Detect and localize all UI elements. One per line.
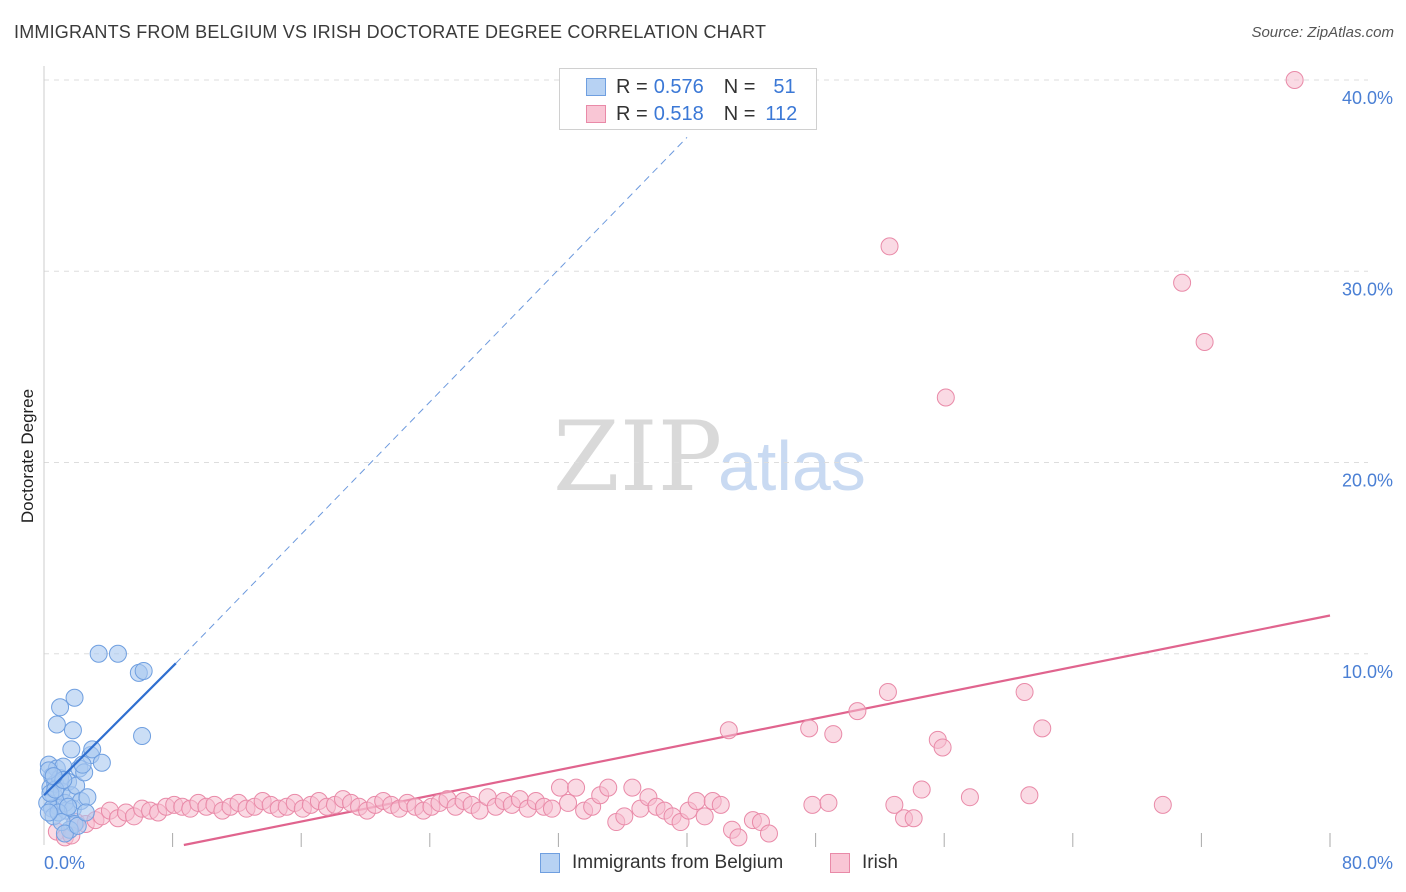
irish-point: [695, 807, 714, 826]
irish-point: [623, 778, 642, 797]
belgium-point: [39, 803, 58, 822]
irish-point: [803, 795, 822, 814]
x-tick-label: 0.0%: [44, 853, 85, 873]
belgium-trend-extension: [175, 137, 688, 664]
legend-row-belgium: R = 0.576 N = 51: [586, 75, 796, 99]
belgium-point: [89, 644, 108, 663]
belgium-point: [73, 755, 92, 774]
irish-point: [599, 778, 618, 797]
legend-n-value: 112: [765, 102, 798, 125]
irish-point: [904, 809, 923, 828]
tick-labels: 10.0% 20.0% 30.0% 40.0% 0.0% 80.0%: [44, 88, 1393, 873]
legend-r-value: 0.518: [653, 102, 704, 125]
irish-point: [1153, 795, 1172, 814]
legend-n-label: N =: [723, 102, 756, 125]
irish-point: [1033, 719, 1052, 738]
irish-points: [47, 71, 1304, 847]
watermark: ZIP atlas: [553, 401, 866, 513]
irish-point: [912, 780, 931, 799]
irish-point: [960, 788, 979, 807]
legend-r-label: R =: [616, 75, 648, 98]
belgium-point: [92, 753, 111, 772]
irish-point: [936, 388, 955, 407]
legend-row-irish: R = 0.518 N = 112: [586, 102, 797, 126]
belgium-point: [63, 721, 82, 740]
gridlines: [44, 79, 1368, 655]
irish-point: [759, 824, 778, 843]
axes: [43, 66, 1331, 847]
irish-point: [1015, 683, 1034, 701]
irish-point: [687, 792, 706, 811]
correlation-legend: R = 0.576 N = 51 R = 0.518 N = 112: [559, 68, 817, 130]
y-tick-label: 30.0%: [1342, 279, 1393, 299]
source-credit: Source: ZipAtlas.com: [1251, 24, 1394, 41]
belgium-point: [59, 797, 78, 816]
irish-point: [819, 793, 838, 812]
belgium-point: [47, 715, 66, 734]
irish-point: [567, 778, 586, 797]
irish-point: [1285, 71, 1304, 89]
belgium-point: [68, 816, 87, 835]
bottom-legend-swatch-blue: [540, 853, 560, 873]
belgium-points: [38, 644, 177, 843]
belgium-point: [51, 698, 70, 717]
irish-point: [615, 807, 634, 826]
irish-point: [1173, 273, 1192, 292]
irish-point: [729, 828, 748, 847]
belgium-point: [78, 788, 97, 807]
belgium-point: [133, 726, 152, 745]
irish-point: [933, 738, 952, 757]
belgium-point: [83, 740, 102, 759]
belgium-point: [76, 803, 95, 822]
irish-point: [885, 795, 904, 814]
irish-point: [848, 702, 867, 721]
irish-point: [559, 793, 578, 812]
irish-point: [551, 778, 570, 797]
irish-point: [824, 725, 843, 744]
irish-point: [878, 683, 897, 701]
bottom-legend-label-irish: Irish: [862, 852, 898, 873]
belgium-point: [134, 661, 153, 680]
chart-title: IMMIGRANTS FROM BELGIUM VS IRISH DOCTORA…: [14, 22, 767, 42]
belgium-point: [44, 767, 63, 786]
belgium-point: [108, 644, 127, 663]
bottom-legend-belgium: Immigrants from Belgium: [540, 852, 783, 874]
irish-point: [880, 237, 899, 256]
belgium-point: [62, 740, 81, 759]
legend-r-value: 0.576: [653, 75, 704, 98]
bottom-legend-swatch-pink: [830, 853, 850, 873]
irish-point: [719, 721, 738, 740]
irish-point: [711, 795, 730, 814]
bottom-legend-irish: Irish: [830, 852, 898, 874]
irish-point: [1195, 333, 1214, 352]
irish-point: [800, 719, 819, 738]
legend-n-value: 51: [773, 75, 796, 98]
irish-point: [542, 799, 561, 818]
watermark-zip: ZIP: [553, 401, 722, 513]
belgium-point: [65, 688, 84, 707]
irish-point: [1020, 786, 1039, 805]
bottom-legend-label-belgium: Immigrants from Belgium: [572, 852, 784, 873]
legend-swatch-blue: [586, 78, 606, 96]
x-tick-label: 80.0%: [1342, 853, 1393, 873]
watermark-atlas: atlas: [718, 427, 866, 505]
legend-swatch-pink: [586, 105, 606, 123]
legend-n-label: N =: [723, 75, 756, 98]
y-tick-label: 20.0%: [1342, 471, 1393, 491]
belgium-trend-line: [43, 662, 177, 797]
y-tick-label: 10.0%: [1342, 662, 1393, 682]
y-tick-label: 40.0%: [1342, 88, 1393, 108]
legend-r-label: R =: [616, 102, 648, 125]
